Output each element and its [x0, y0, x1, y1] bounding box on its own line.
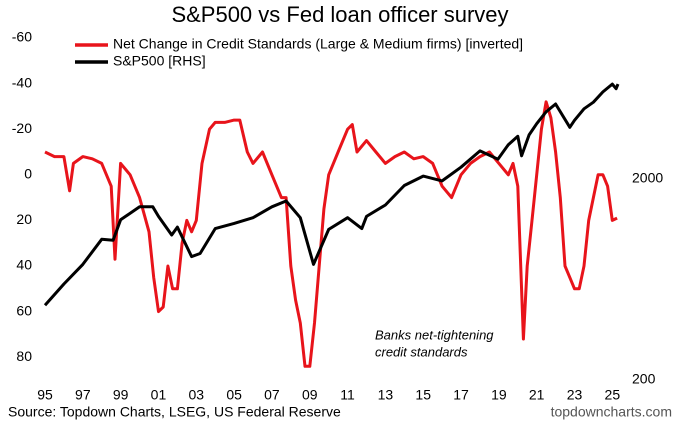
y-tick-label: 20	[16, 211, 32, 227]
x-tick-label: 11	[340, 387, 355, 403]
y-tick-label: 80	[16, 348, 32, 364]
x-tick-label: 97	[75, 387, 91, 403]
y-tick-label: 40	[16, 257, 32, 273]
legend-label: Net Change in Credit Standards (Large & …	[113, 36, 523, 52]
y-tick-label: 60	[16, 302, 32, 318]
y-tick-label: 0	[24, 166, 32, 182]
y-tick-label: -40	[12, 74, 32, 90]
x-tick-label: 03	[188, 387, 204, 403]
watermark: topdowncharts.com	[551, 404, 672, 420]
x-tick-label: 21	[529, 387, 545, 403]
x-tick-label: 99	[113, 387, 129, 403]
x-tick-label: 25	[605, 387, 621, 403]
series-line	[43, 82, 620, 307]
annotation: credit standards	[375, 344, 468, 359]
x-tick-label: 95	[37, 387, 53, 403]
y2-tick-label: 200	[632, 371, 656, 387]
chart-title: S&P500 vs Fed loan officer survey	[171, 2, 508, 27]
x-tick-label: 07	[264, 387, 280, 403]
y-tick-label: -60	[12, 29, 32, 45]
x-tick-label: 01	[151, 387, 167, 403]
x-tick-label: 13	[378, 387, 394, 403]
legend-label: S&P500 [RHS]	[113, 53, 206, 69]
series-line	[44, 100, 618, 368]
x-tick-label: 19	[491, 387, 507, 403]
source: Source: Topdown Charts, LSEG, US Federal…	[8, 404, 341, 420]
x-tick-label: 23	[567, 387, 583, 403]
x-tick-label: 05	[226, 387, 242, 403]
y-tick-label: -20	[12, 120, 32, 136]
x-tick-label: 09	[302, 387, 318, 403]
x-tick-label: 17	[453, 387, 469, 403]
x-tick-label: 15	[415, 387, 431, 403]
y2-tick-label: 2000	[632, 169, 663, 185]
annotation: Banks net-tightening	[375, 327, 494, 342]
